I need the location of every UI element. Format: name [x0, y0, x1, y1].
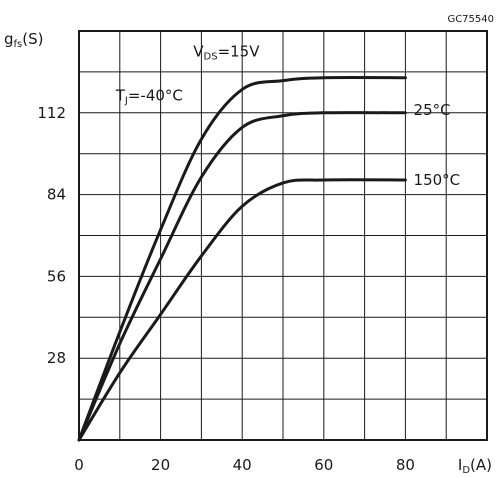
curves	[77, 76, 407, 442]
figure-code: GC75540	[447, 14, 494, 25]
annotation-label: TJ=-40°C	[115, 86, 183, 106]
annotation-label: 25°C	[414, 101, 451, 119]
y-axis-label: gfs(S)	[4, 30, 44, 50]
x-tick-label: 40	[233, 456, 252, 474]
x-tick-label: 20	[151, 456, 170, 474]
series-line	[77, 178, 407, 442]
annotation-label: 150°C	[414, 171, 461, 189]
series-line	[77, 76, 407, 442]
plot-frame	[78, 30, 488, 441]
y-tick-label: 28	[47, 349, 66, 367]
series-line	[77, 111, 407, 442]
grid	[79, 31, 487, 440]
x-tick-label: 60	[314, 456, 333, 474]
tick-labels: 0 20 40 60 80 28 56 84 112	[37, 104, 415, 474]
annotation-label: VDS=15V	[193, 42, 260, 62]
y-tick-label: 56	[47, 267, 66, 285]
annotations: VDS=15V TJ=-40°C 25°C 150°C	[115, 42, 460, 189]
x-tick-label: 80	[396, 456, 415, 474]
x-axis-label: ID(A)	[458, 456, 492, 476]
y-tick-label: 84	[47, 186, 66, 204]
y-tick-label: 112	[37, 104, 66, 122]
x-tick-label: 0	[74, 456, 84, 474]
